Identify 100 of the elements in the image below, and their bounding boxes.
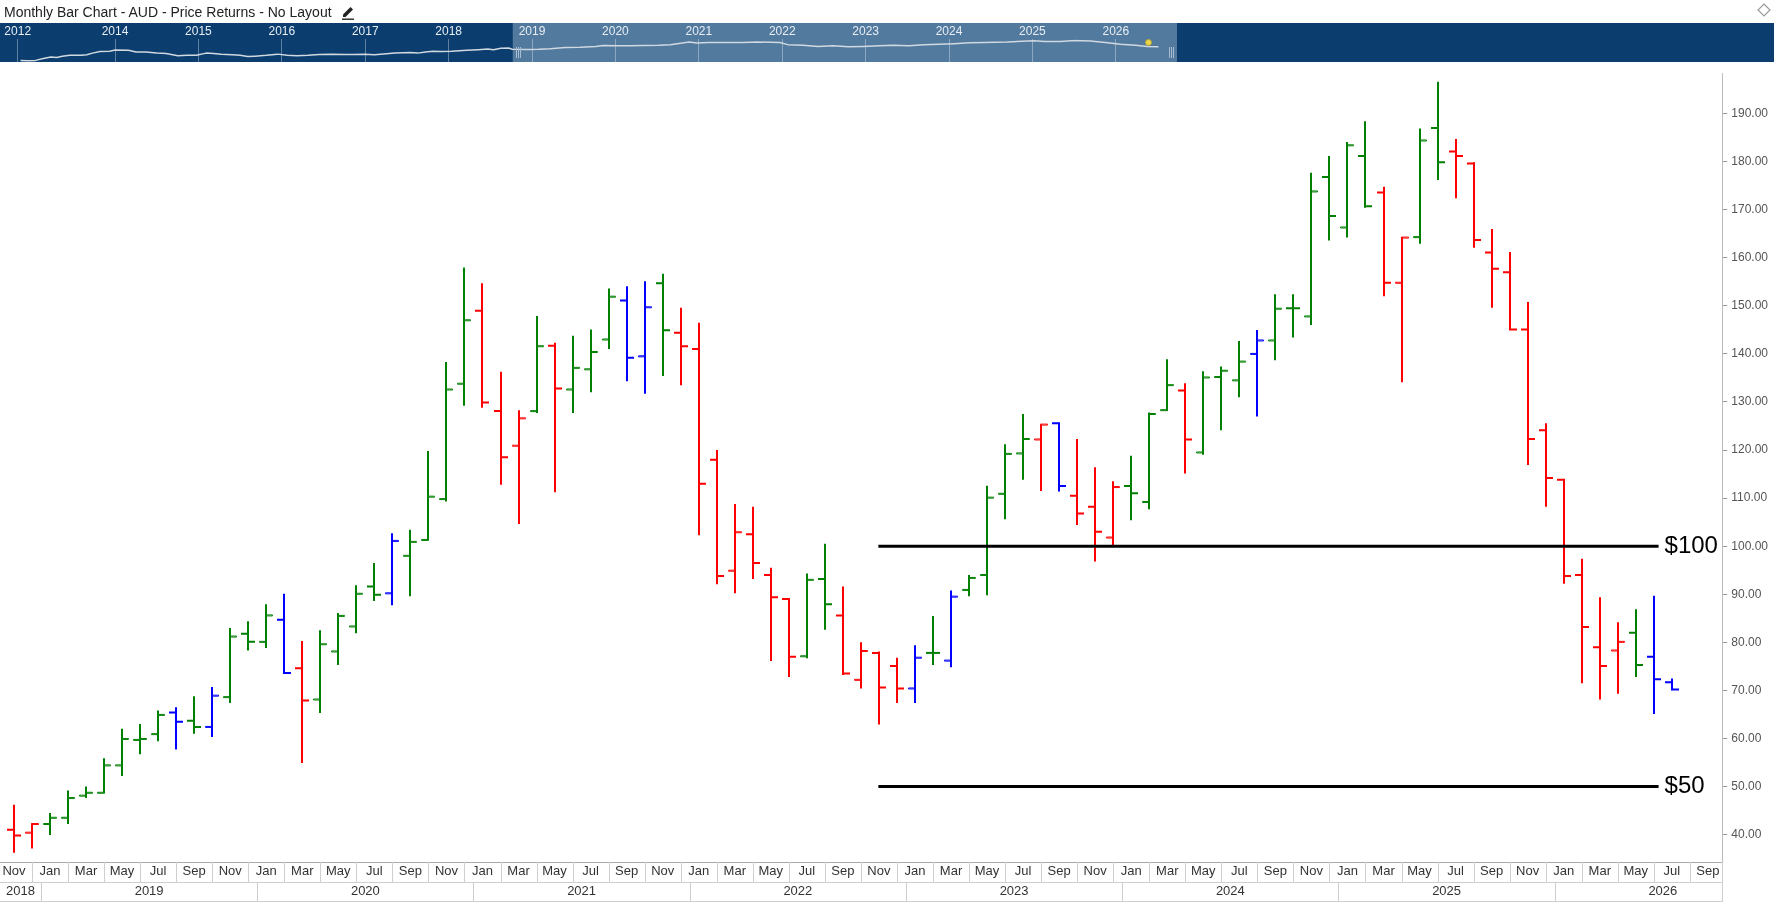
x-tick-label: 2026 — [1102, 23, 1130, 38]
candlestick — [61, 789, 75, 826]
x-tick-label: Jul — [1014, 863, 1032, 879]
candlestick — [1449, 138, 1463, 200]
y-tick-label: 140.00 — [1731, 346, 1769, 361]
candlestick — [674, 306, 688, 387]
y-tick-label: 110.00 — [1731, 490, 1768, 505]
x-tick-label: Nov — [434, 863, 459, 879]
x-tick-label: Jul — [366, 863, 383, 879]
y-tick-label: 170.00 — [1731, 202, 1769, 217]
x-tick-label: Nov — [2, 863, 27, 879]
candlestick — [331, 612, 345, 666]
y-tick-label: 60.00 — [1731, 730, 1762, 745]
y-tick-label: 80.00 — [1731, 634, 1762, 649]
candlestick — [638, 280, 652, 395]
x-tick-label: 2020 — [602, 23, 630, 38]
y-tick-label: 40.00 — [1731, 826, 1762, 841]
x-tick-label: Jul — [582, 863, 600, 879]
chart-title: Monthly Bar Chart - AUD - Price Returns - No Layout — [4, 4, 332, 20]
candlestick — [1611, 621, 1625, 695]
x-tick-label: May — [542, 863, 568, 879]
ref-line-label: $50 — [1664, 771, 1705, 799]
x-tick-label: 2018 — [435, 23, 463, 38]
x-tick-label: Jan — [904, 863, 926, 879]
candlestick — [728, 502, 742, 595]
candlestick — [151, 709, 165, 743]
x-tick-label: Sep — [1263, 863, 1287, 879]
x2-tick-label: 2018 — [6, 883, 36, 899]
candlestick — [1485, 227, 1499, 309]
x-tick-label: 2025 — [1019, 23, 1047, 38]
y-tick-label: 160.00 — [1731, 250, 1769, 265]
candlestick — [1106, 480, 1120, 547]
x-tick-label: May — [109, 863, 135, 879]
candlestick — [962, 574, 976, 598]
y-tick-label: 100.00 — [1731, 538, 1769, 553]
x2-tick-label: 2024 — [1215, 883, 1245, 899]
x-tick-label: May — [974, 863, 1000, 879]
x2-tick-label: 2020 — [350, 883, 380, 899]
x-tick-label: May — [326, 863, 352, 879]
x-tick-label: Sep — [1047, 863, 1071, 879]
candlestick — [602, 287, 616, 351]
x-tick-label: Jan — [1120, 863, 1142, 879]
x2-tick-label: 2019 — [134, 883, 164, 899]
x-tick-label: Mar — [1156, 863, 1180, 879]
x-tick-label: Nov — [218, 863, 243, 879]
candlestick — [1340, 140, 1354, 239]
x-tick-label: Jan — [255, 863, 277, 879]
y-tick-label: 70.00 — [1731, 682, 1762, 697]
y-tick-label: 150.00 — [1731, 298, 1769, 313]
x-tick-label: May — [1623, 863, 1649, 879]
x-tick-label: Mar — [291, 863, 315, 879]
x-tick-label: Jan — [39, 863, 61, 879]
y-tick-label: 180.00 — [1731, 153, 1769, 168]
x-tick-label: Mar — [1372, 863, 1396, 879]
candlestick — [385, 532, 399, 607]
x-tick-label: May — [758, 863, 784, 879]
candlestick — [223, 626, 237, 704]
candlestick — [25, 822, 39, 850]
x-tick-label: 2024 — [935, 23, 963, 38]
candlestick — [512, 409, 526, 526]
candlestick — [980, 484, 994, 597]
x-tick-label: Nov — [651, 863, 675, 879]
x-tick-label: 2022 — [768, 23, 796, 38]
candlestick — [1268, 293, 1282, 362]
x-tick-label: Sep — [398, 863, 422, 879]
x2-tick-label: 2021 — [567, 883, 597, 899]
y-tick-label: 50.00 — [1731, 778, 1762, 793]
x-tick-label: Jul — [1447, 863, 1465, 879]
x-tick-label: Mar — [74, 863, 98, 879]
x-tick-label: Sep — [1480, 863, 1504, 879]
x-tick-label: Mar — [939, 863, 963, 879]
x-tick-label: Nov — [1083, 863, 1108, 879]
candlestick — [403, 528, 417, 598]
candlestick — [457, 266, 471, 407]
candlestick — [367, 562, 381, 602]
x-tick-label: Nov — [1516, 863, 1540, 879]
x-tick-label: Jan — [1336, 863, 1358, 879]
y-tick-label: 190.00 — [1731, 105, 1769, 120]
candlestick — [43, 811, 57, 837]
candlestick — [908, 644, 922, 704]
candlestick — [1016, 413, 1030, 481]
candlestick — [205, 686, 219, 739]
candlestick — [169, 706, 183, 751]
x-tick-label: Sep — [615, 863, 639, 879]
x-tick-label: Mar — [1588, 863, 1612, 879]
candlestick — [1142, 411, 1156, 511]
y-tick-label: 130.00 — [1731, 394, 1769, 409]
x-tick-label: 2017 — [351, 23, 379, 38]
x2-tick-label: 2023 — [999, 883, 1029, 899]
candlestick — [439, 361, 453, 503]
candlestick — [133, 723, 147, 756]
candlestick — [1124, 454, 1138, 522]
ref-line-label: $100 — [1664, 530, 1718, 558]
x-tick-label: Sep — [1696, 863, 1720, 879]
x-tick-label: 2021 — [685, 23, 713, 38]
x-tick-label: May — [1191, 863, 1217, 879]
candlestick — [584, 328, 598, 394]
candlestick — [1070, 438, 1084, 527]
candlestick — [259, 603, 273, 650]
y-tick-label: 120.00 — [1731, 442, 1769, 457]
